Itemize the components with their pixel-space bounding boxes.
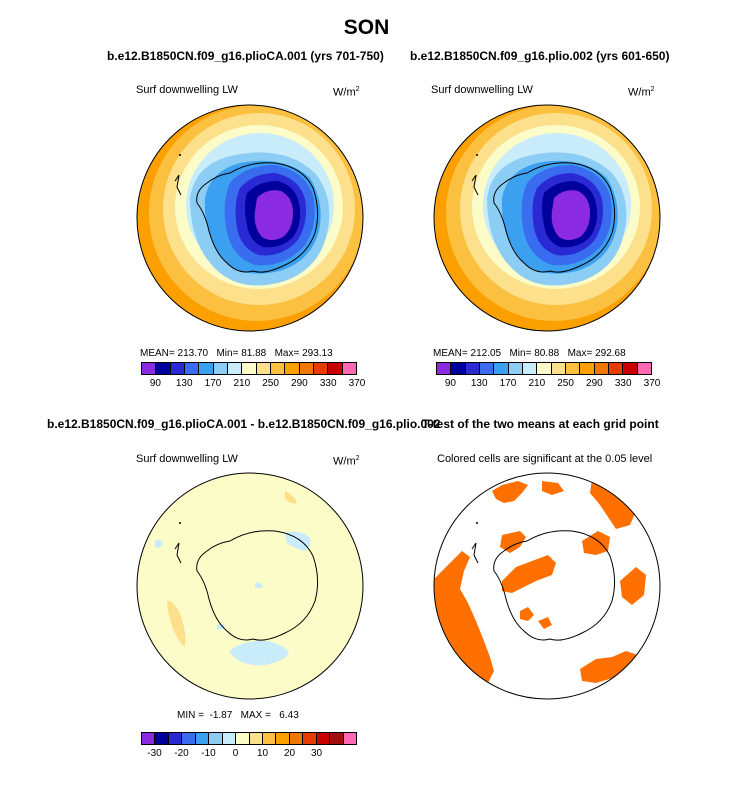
colorbar-swatch bbox=[227, 363, 243, 374]
panel1-title: b.e12.B1850CN.f09_g16.plioCA.001 (yrs 70… bbox=[107, 49, 384, 63]
colorbar-swatch bbox=[594, 363, 609, 374]
panel2-polar-map bbox=[433, 104, 661, 332]
colorbar-swatch bbox=[182, 733, 196, 744]
colorbar-tick-label: 250 bbox=[557, 378, 574, 389]
panel4-subtitle: Colored cells are significant at the 0.0… bbox=[437, 453, 653, 465]
panel2-title: b.e12.B1850CN.f09_g16.plio.002 (yrs 601-… bbox=[410, 49, 670, 63]
panel2-units: W/m2 bbox=[628, 86, 655, 99]
colorbar-swatch bbox=[508, 363, 523, 374]
colorbar-swatch bbox=[276, 733, 290, 744]
colorbar-tick-label: 170 bbox=[499, 378, 517, 389]
colorbar-swatch bbox=[195, 733, 210, 744]
panel3-units: W/m2 bbox=[333, 455, 360, 468]
panel2-stats: MEAN= 212.05 Min= 80.88 Max= 292.68 bbox=[433, 348, 626, 359]
colorbar-tick-label: 0 bbox=[232, 748, 239, 759]
colorbar-swatch bbox=[313, 363, 329, 374]
colorbar-tick-label: 30 bbox=[310, 748, 323, 759]
colorbar-tick-label: 90 bbox=[444, 378, 456, 389]
panel1-colorbar-ticks: 90 130 170 210 250 290 330 370 bbox=[141, 378, 366, 390]
panel1-stats: MEAN= 213.70 Min= 81.88 Max= 293.13 bbox=[140, 348, 333, 359]
colorbar-tick-label: -30 bbox=[147, 748, 162, 759]
panel2-colorbar bbox=[436, 362, 652, 375]
colorbar-swatch bbox=[142, 363, 157, 374]
colorbar-tick-label: 130 bbox=[175, 378, 193, 389]
colorbar-swatch bbox=[262, 733, 277, 744]
colorbar-swatch bbox=[565, 363, 581, 374]
panel3-title: b.e12.B1850CN.f09_g16.plioCA.001 - b.e12… bbox=[47, 417, 441, 431]
colorbar-swatch bbox=[537, 363, 552, 374]
colorbar-swatch bbox=[437, 363, 452, 374]
colorbar-swatch bbox=[213, 363, 228, 374]
colorbar-tick-label: 370 bbox=[348, 378, 366, 389]
colorbar-swatch bbox=[299, 363, 314, 374]
colorbar-tick-label: 290 bbox=[291, 378, 308, 389]
panel1-variable: Surf downwelling LW bbox=[136, 84, 238, 96]
panel3-variable: Surf downwelling LW bbox=[136, 453, 238, 465]
colorbar-swatch bbox=[608, 363, 624, 374]
colorbar-swatch bbox=[285, 363, 300, 374]
colorbar-tick-label: 210 bbox=[233, 378, 251, 389]
colorbar-tick-label: -10 bbox=[201, 748, 216, 759]
panel3-stats: MIN = -1.87 MAX = 6.43 bbox=[177, 710, 299, 721]
colorbar-tick-label: 370 bbox=[643, 378, 661, 389]
panel2-colorbar-ticks: 90 130 170 210 250 290 330 370 bbox=[436, 378, 661, 390]
colorbar-tick-label: 210 bbox=[528, 378, 546, 389]
colorbar-swatch bbox=[236, 733, 250, 744]
colorbar-tick-label: 330 bbox=[319, 378, 337, 389]
colorbar-swatch bbox=[199, 363, 214, 374]
panel4-significance-map bbox=[433, 472, 661, 700]
colorbar-tick-label: -20 bbox=[174, 748, 189, 759]
colorbar-swatch bbox=[270, 363, 286, 374]
colorbar-swatch bbox=[342, 363, 356, 374]
colorbar-tick-label: 130 bbox=[470, 378, 488, 389]
colorbar-swatch bbox=[637, 363, 651, 374]
panel2-variable: Surf downwelling LW bbox=[431, 84, 533, 96]
colorbar-swatch bbox=[156, 363, 171, 374]
colorbar-swatch bbox=[522, 363, 538, 374]
colorbar-tick-label: 90 bbox=[149, 378, 161, 389]
colorbar-swatch bbox=[242, 363, 257, 374]
colorbar-swatch bbox=[623, 363, 638, 374]
figure-title: SON bbox=[343, 16, 390, 39]
colorbar-swatch bbox=[168, 733, 183, 744]
colorbar-swatch bbox=[479, 363, 495, 374]
panel3-colorbar-ticks: -30 -20 -10 0 10 20 30 bbox=[141, 748, 357, 760]
colorbar-swatch bbox=[184, 363, 200, 374]
colorbar-swatch bbox=[289, 733, 304, 744]
colorbar-swatch bbox=[330, 733, 344, 744]
panel1-polar-map bbox=[136, 104, 364, 332]
colorbar-swatch bbox=[316, 733, 331, 744]
colorbar-swatch bbox=[249, 733, 263, 744]
colorbar-tick-label: 290 bbox=[586, 378, 603, 389]
colorbar-tick-label: 250 bbox=[262, 378, 279, 389]
colorbar-swatch bbox=[551, 363, 566, 374]
colorbar-swatch bbox=[142, 733, 156, 744]
colorbar-tick-label: 20 bbox=[283, 748, 296, 759]
colorbar-swatch bbox=[328, 363, 343, 374]
colorbar-swatch bbox=[303, 733, 317, 744]
colorbar-swatch bbox=[451, 363, 466, 374]
colorbar-swatch bbox=[256, 363, 271, 374]
colorbar-swatch bbox=[343, 733, 356, 744]
colorbar-swatch bbox=[155, 733, 169, 744]
panel1-units: W/m2 bbox=[333, 86, 360, 99]
colorbar-swatch bbox=[580, 363, 595, 374]
colorbar-tick-label: 170 bbox=[204, 378, 222, 389]
colorbar-swatch bbox=[209, 733, 223, 744]
colorbar-swatch bbox=[465, 363, 480, 374]
panel3-polar-map bbox=[136, 472, 364, 700]
panel1-colorbar bbox=[141, 362, 357, 375]
panel3-colorbar bbox=[141, 732, 357, 745]
colorbar-tick-label: 330 bbox=[614, 378, 632, 389]
colorbar-swatch bbox=[494, 363, 509, 374]
colorbar-tick-label: 10 bbox=[256, 748, 269, 759]
colorbar-swatch bbox=[222, 733, 237, 744]
colorbar-swatch bbox=[170, 363, 185, 374]
panel4-title: T-test of the two means at each grid poi… bbox=[422, 417, 659, 431]
